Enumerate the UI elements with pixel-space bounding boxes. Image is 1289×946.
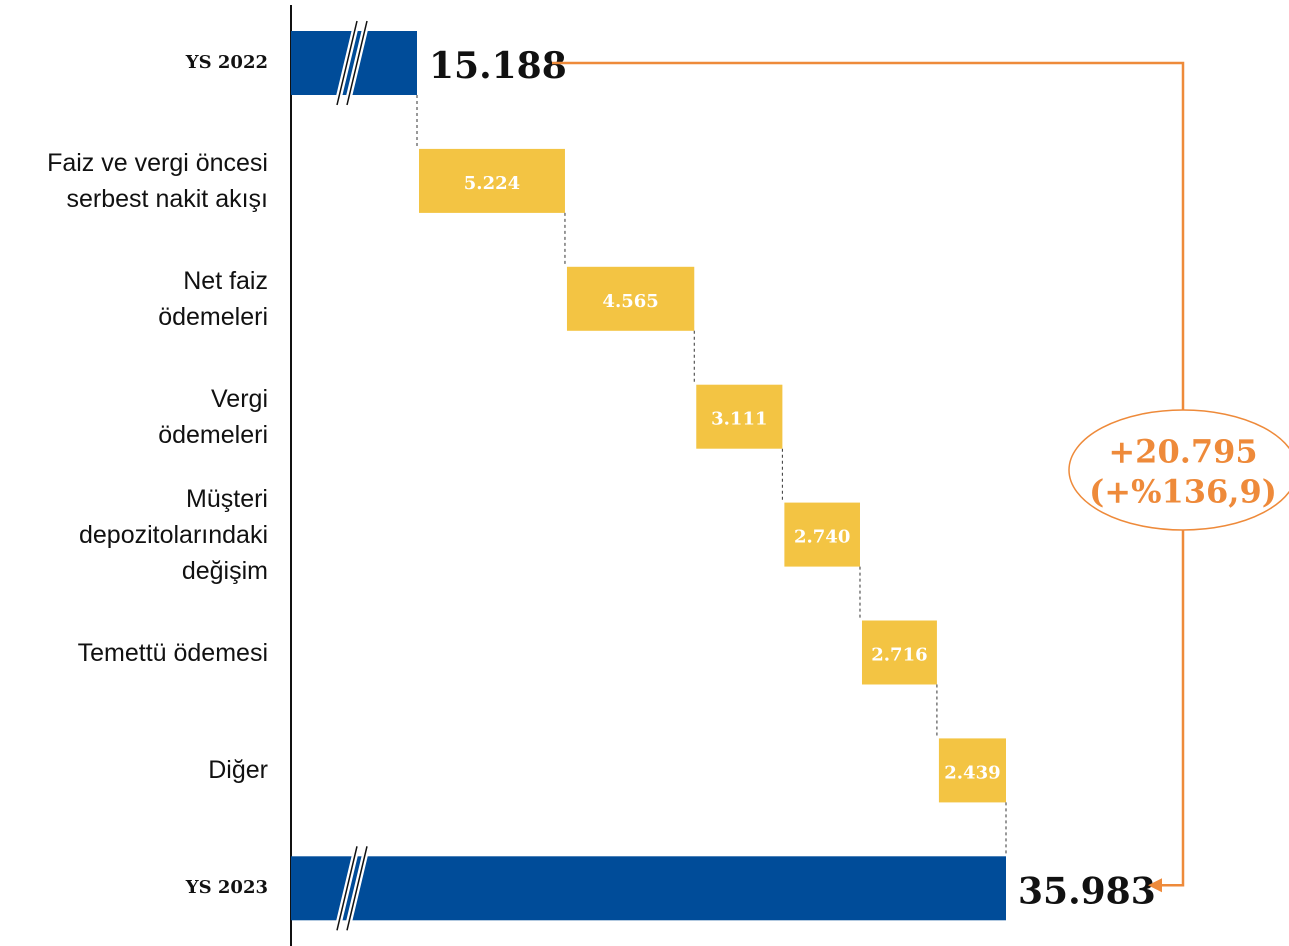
step-bar — [696, 384, 783, 449]
step-bar — [861, 620, 937, 685]
category-label: Temettü ödemesi — [77, 638, 268, 667]
bracket — [552, 61, 1185, 410]
value-label: 2.716 — [871, 645, 927, 666]
axis-break — [346, 20, 368, 106]
value-label: 35.983 — [1018, 870, 1156, 912]
step-bar — [784, 502, 860, 567]
category-label: Diğer — [208, 756, 268, 785]
annotation-text: (+%136,9) — [1089, 473, 1277, 511]
bracket — [1160, 530, 1185, 887]
annotation-text: +20.795 — [1108, 433, 1257, 471]
category-label: Net faiz ödemeleri — [158, 266, 268, 331]
category-label: Faiz ve vergi öncesi serbest nakit akışı — [47, 148, 268, 213]
value-label: 5.224 — [464, 173, 520, 194]
value-label: 2.740 — [794, 527, 850, 548]
total-bar — [291, 856, 1006, 921]
category-label: Vergi ödemeleri — [158, 384, 268, 449]
value-label: 2.439 — [944, 762, 1000, 783]
category-label: YS 2023 — [185, 877, 268, 899]
step-bar — [938, 738, 1006, 803]
value-label: 15.188 — [429, 45, 567, 87]
step-bar — [419, 148, 565, 213]
annotation-ellipse — [1068, 409, 1289, 531]
value-label: 4.565 — [602, 291, 658, 312]
axis-break — [336, 846, 358, 931]
category-label: Müşteri depozitolarındaki değişim — [78, 484, 268, 585]
axis-break — [336, 20, 358, 106]
category-label: YS 2022 — [185, 52, 268, 73]
value-label: 3.111 — [711, 409, 767, 430]
step-bar — [566, 266, 695, 331]
axis-break — [346, 846, 368, 931]
arrow-head — [1148, 878, 1162, 893]
